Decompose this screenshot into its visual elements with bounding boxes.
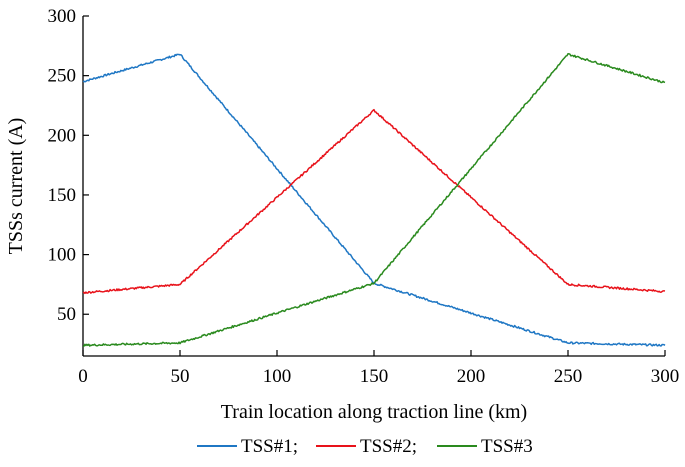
y-tick-label: 150 [48,185,77,206]
series-line-2 [82,108,666,295]
y-tick-label: 100 [48,245,77,266]
series-line-1 [82,53,666,347]
x-tick-label: 0 [78,366,88,387]
x-tick-label: 200 [457,366,486,387]
x-tick-label: 50 [171,366,190,387]
legend-label-1: TSS#1; [241,436,298,457]
legend-label-3: TSS#3 [481,436,533,457]
series [82,53,666,347]
legend-label-2: TSS#2; [360,436,417,457]
x-tick-label: 300 [651,366,680,387]
x-tick-label: 100 [263,366,292,387]
y-tick-label: 50 [57,304,76,325]
x-tick-label: 250 [554,366,583,387]
x-axis-title: Train location along traction line (km) [221,401,527,423]
series-line-3 [82,53,666,347]
y-tick-label: 250 [48,66,77,87]
axes [82,16,665,357]
y-axis-title: TSSs current (A) [5,118,27,255]
legend: TSS#1; TSS#2; TSS#3 [197,436,533,457]
ticks: 0 50 100 150 200 250 300 50 100 150 200 250 300 [48,6,680,387]
y-tick-label: 200 [48,125,77,146]
x-tick-label: 150 [360,366,389,387]
y-tick-label: 300 [48,6,77,27]
